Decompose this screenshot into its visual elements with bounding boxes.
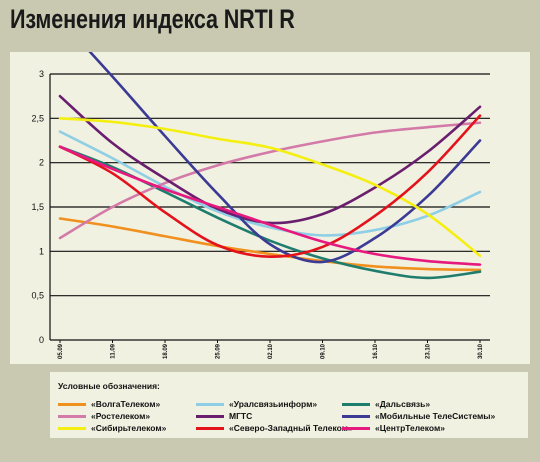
series-line-6 [58,17,482,264]
legend-swatch [342,414,370,418]
legend-swatch [196,402,224,406]
legend-swatch [58,402,86,406]
series-line-9 [58,145,482,266]
x-tick-label: 30.10 [478,343,484,359]
legend-swatch [342,402,370,406]
legend-label: «ЦентрТелеком» [375,423,446,433]
y-tick-label: 3 [39,69,44,79]
legend-label: «Мобильные ТелеСистемы» [375,411,496,421]
legend-label: «Дальсвязь» [375,399,431,409]
legend-item: «Ростелеком» [58,410,150,422]
chart-panel: 0 0,5 1 1,5 2 2,5 3 05.09 11.09 18.09 25.09 02.10 09… [10,17,530,364]
series-line-5 [58,94,482,225]
y-tick-label: 0 [39,335,44,345]
series-line-3 [58,145,482,280]
x-tick-label: 09.10 [321,343,327,359]
legend-swatch [58,414,86,418]
legend-label: «Северо-Западный Телеком» [229,423,353,433]
legend-label: «Уралсвязьинформ» [229,399,318,409]
x-tick-label: 23.10 [426,343,432,359]
y-tick-label: 0,5 [31,291,44,301]
x-tick-label: 18.09 [163,343,169,359]
x-tick-label: 16.10 [373,343,379,359]
legend-label: «Ростелеком» [91,411,151,421]
legend-title: Условные обозначения: [58,381,160,391]
legend-swatch [196,414,224,418]
legend-swatch [196,426,224,430]
x-tick-label: 05.09 [58,343,64,359]
legend-item: «Уралсвязьинформ» [196,398,317,410]
legend-item: «ЦентрТелеком» [342,422,445,434]
line-chart: 0 0,5 1 1,5 2 2,5 3 05.09 11.09 18.09 25.09 02.10 09… [31,17,490,359]
y-tick-label: 1 [39,246,44,256]
legend-item: «Северо-Западный Телеком» [196,422,353,434]
page-title: Изменения индекса NRTI R [10,4,295,34]
x-tick-label: 02.10 [268,343,274,359]
legend-label: «ВолгаТелеком» [91,399,161,409]
legend-item: «Сибирьтелеком» [58,422,166,434]
legend-swatch [58,426,86,430]
legend-item: «Мобильные ТелеСистемы» [342,410,495,422]
legend-swatch [342,426,370,430]
series-line-8 [58,114,482,258]
series-line-7 [58,117,482,258]
x-tick-label: 11.09 [111,343,117,358]
legend-item: «ВолгаТелеком» [58,398,160,410]
y-tick-label: 1,5 [31,202,44,212]
x-tick-label: 25.09 [216,343,222,359]
legend-panel: Условные обозначения: «ВолгаТелеком» «Ура… [50,372,528,438]
y-tick-label: 2,5 [31,113,44,123]
y-tick-label: 2 [39,158,44,168]
legend-label: МГТС [229,411,253,421]
legend-item: МГТС [196,410,252,422]
series-line-1 [58,217,482,272]
legend-label: «Сибирьтелеком» [91,423,167,433]
series-line-4 [58,121,482,240]
series-line-2 [58,130,482,237]
legend-item: «Дальсвязь» [342,398,430,410]
